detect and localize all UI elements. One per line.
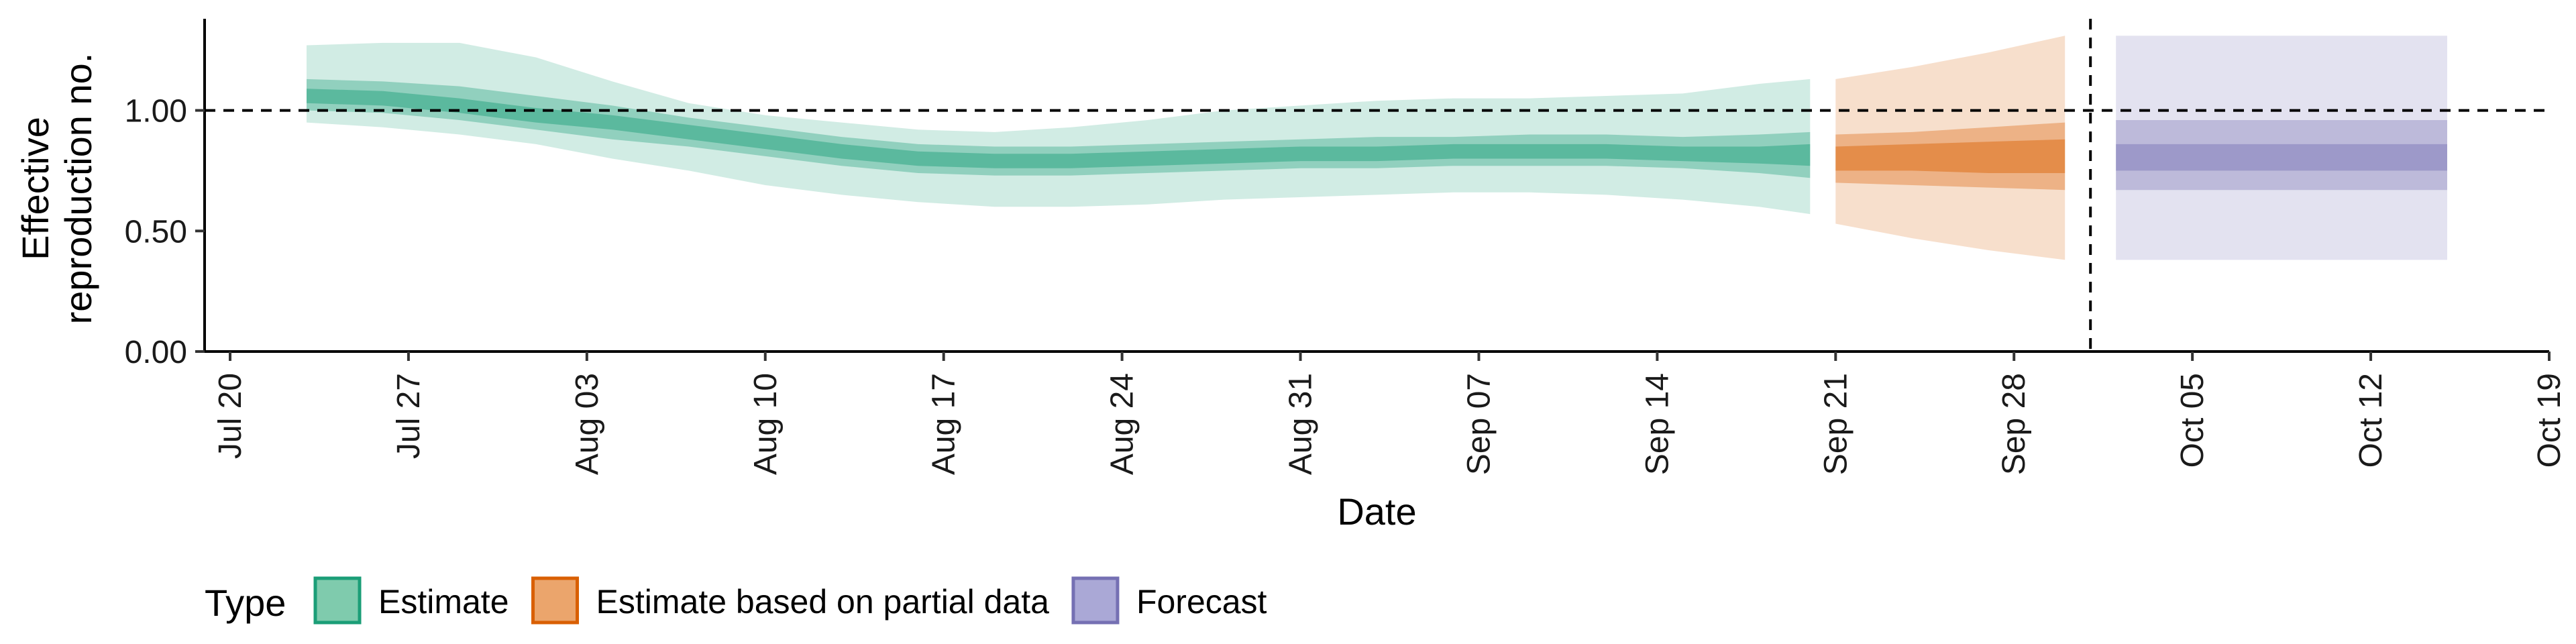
x-tick-label: Jul 20 [213,373,248,459]
x-tick-label: Aug 03 [570,373,605,475]
x-tick-label: Aug 31 [1283,373,1319,475]
y-tick-label: 0.00 [125,335,187,370]
ribbon-layer [307,36,2447,260]
x-tick-label: Oct 12 [2353,373,2389,468]
ribbon-90-1 [1835,36,2065,260]
y-tick-label: 0.50 [125,214,187,250]
ribbon-50-2 [2116,120,2447,191]
ribbon-20-1 [1835,139,2065,173]
series-estimate [307,42,1811,215]
x-tick-label: Oct 19 [2532,373,2567,468]
ribbon-50-0 [307,78,1811,178]
x-tick-label: Sep 07 [1461,373,1497,475]
x-axis-title: Date [1337,490,1416,533]
axis-labels: Effectivereproduction no. Date [14,53,1417,533]
x-tick-label: Sep 21 [1818,373,1854,475]
ribbon-20-0 [307,89,1811,168]
y-axis-title-line: reproduction no. [57,53,99,325]
series-forecast [2116,36,2447,260]
legend: Type Estimate Estimate based on partial d… [205,576,1267,625]
axes: 0.00 0.50 1.00 Jul 20 Jul 27 Aug 03 Aug 10 Aug … [125,19,2567,475]
x-tick-label: Aug 24 [1105,373,1140,475]
x-tick-label: Oct 05 [2175,373,2210,468]
series-estimate-based-on-partial-data [1835,36,2065,260]
x-tick-label: Sep 28 [1996,373,2032,475]
ribbon-90-0 [307,42,1811,215]
x-tick-label: Jul 27 [391,373,427,459]
legend-title: Type [205,582,286,624]
legend-entry-label: Forecast [1136,583,1267,621]
legend-swatch [313,576,362,625]
ribbon-20-2 [2116,144,2447,171]
legend-entry-label: Estimate based on partial data [596,583,1050,621]
legend-entry-label: Estimate [378,583,509,621]
ribbon-90-2 [2116,36,2447,260]
x-tick-label: Sep 14 [1640,373,1675,475]
legend-swatch [531,576,580,625]
legend-swatch [1071,576,1120,625]
y-axis-title-line: Effective [14,117,56,260]
y-axis-title: Effectivereproduction no. [14,53,99,325]
ribbon-50-1 [1835,122,2065,191]
x-tick-label: Aug 17 [926,373,962,475]
reference-lines [205,19,2549,352]
x-tick-label: Aug 10 [748,373,784,475]
y-tick-label: 1.00 [125,94,187,129]
